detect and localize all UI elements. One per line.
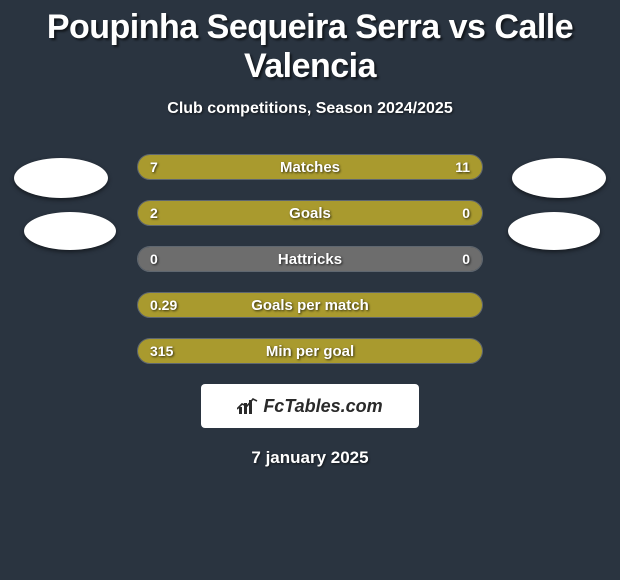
stat-bars: Matches711Goals20Hattricks00Goals per ma…: [137, 154, 483, 364]
bar-value-right: 0: [462, 247, 470, 271]
player-avatar-right-2: [508, 212, 600, 250]
bar-value-right: 0: [462, 201, 470, 225]
logo: FcTables.com: [237, 396, 382, 417]
bar-label: Goals: [138, 201, 482, 225]
bar-value-left: 315: [150, 339, 173, 363]
stat-bar: Matches7 11: [137, 154, 483, 180]
bar-label: Min per goal: [138, 339, 482, 363]
player-avatar-left-2: [24, 212, 116, 250]
stat-bar: Goals per match0.29: [137, 292, 483, 318]
page-subtitle: Club competitions, Season 2024/2025: [0, 100, 620, 118]
stat-bar: Min per goal315: [137, 338, 483, 364]
date-text: 7 january 2025: [0, 448, 620, 468]
stat-bar: Hattricks0 0: [137, 246, 483, 272]
player-avatar-right-1: [512, 158, 606, 198]
player-avatar-left-1: [14, 158, 108, 198]
bar-label: Matches: [138, 155, 482, 179]
page-title: Poupinha Sequeira Serra vs Calle Valenci…: [0, 0, 620, 86]
bar-label: Hattricks: [138, 247, 482, 271]
bar-value-left: 0: [150, 247, 158, 271]
stat-bar: Goals2 0: [137, 200, 483, 226]
chart-icon: [237, 397, 259, 415]
logo-box: FcTables.com: [201, 384, 419, 428]
logo-text: FcTables.com: [263, 396, 382, 417]
bar-value-right: 11: [455, 155, 470, 179]
bar-value-left: 2: [150, 201, 158, 225]
bar-value-left: 7: [150, 155, 158, 179]
bar-value-left: 0.29: [150, 293, 177, 317]
bar-label: Goals per match: [138, 293, 482, 317]
stats-area: Matches711Goals20Hattricks00Goals per ma…: [0, 154, 620, 364]
